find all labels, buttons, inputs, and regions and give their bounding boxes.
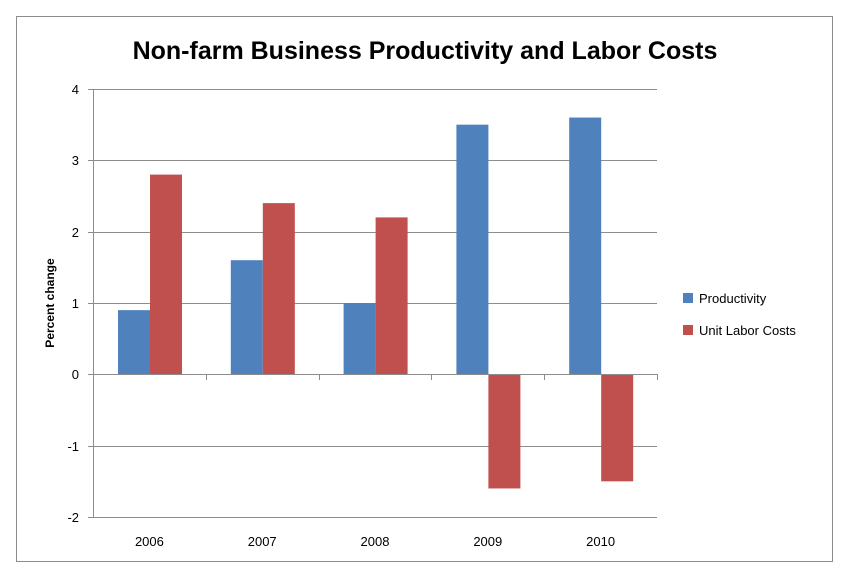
legend-swatch-productivity bbox=[683, 293, 693, 303]
legend: Productivity Unit Labor Costs bbox=[683, 291, 796, 338]
chart-title: Non-farm Business Productivity and Labor… bbox=[133, 37, 718, 65]
bar-unit-labor-costs-2010 bbox=[601, 374, 634, 482]
y-axis-label: Percent change bbox=[43, 258, 57, 348]
legend-label: Productivity bbox=[699, 291, 767, 306]
bar-unit-labor-costs-2009 bbox=[488, 374, 521, 489]
x-tick-label: 2009 bbox=[473, 534, 502, 549]
y-tick-label: 2 bbox=[72, 225, 79, 240]
x-tick-label: 2010 bbox=[586, 534, 615, 549]
bars bbox=[118, 117, 634, 489]
y-tick-label: 0 bbox=[72, 367, 79, 382]
bar-unit-labor-costs-2007 bbox=[262, 203, 295, 375]
gridlines bbox=[93, 89, 657, 518]
bar-productivity-2007 bbox=[230, 260, 263, 375]
y-tick-label: -1 bbox=[67, 439, 79, 454]
legend-swatch-unit-labor-costs bbox=[683, 325, 693, 335]
y-tick-label: -2 bbox=[67, 510, 79, 525]
bar-unit-labor-costs-2006 bbox=[150, 174, 182, 375]
bar-productivity-2006 bbox=[118, 310, 150, 375]
bar-productivity-2008 bbox=[343, 303, 376, 375]
legend-label: Unit Labor Costs bbox=[699, 323, 796, 338]
y-tick-labels: -2 -1 0 1 2 3 4 bbox=[67, 82, 79, 525]
bar-unit-labor-costs-2008 bbox=[375, 217, 408, 375]
y-tick-label: 4 bbox=[72, 82, 79, 97]
y-tick-label: 1 bbox=[72, 296, 79, 311]
x-tick-labels: 2006 2007 2008 2009 2010 bbox=[135, 534, 615, 549]
bar-productivity-2009 bbox=[456, 124, 489, 375]
y-tick-label: 3 bbox=[72, 153, 79, 168]
x-tick-label: 2006 bbox=[135, 534, 164, 549]
axes bbox=[88, 89, 658, 518]
x-tick-label: 2008 bbox=[361, 534, 390, 549]
bar-productivity-2010 bbox=[569, 117, 602, 375]
x-tick-label: 2007 bbox=[248, 534, 277, 549]
